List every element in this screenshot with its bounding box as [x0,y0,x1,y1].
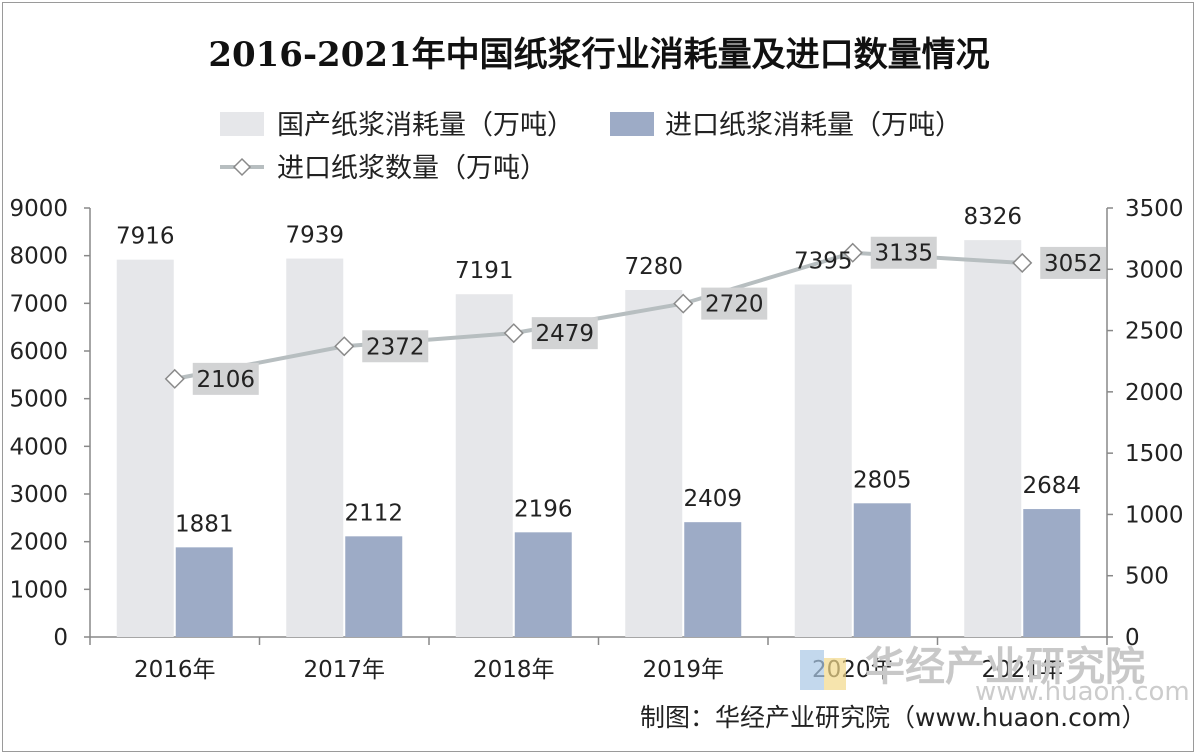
bar-import-consumption [175,547,233,637]
bar-import-consumption [853,503,911,637]
watermark: 华经产业研究院 www.huaon.com [800,644,1190,707]
y-right-tick-label: 3500 [1125,196,1184,222]
x-tick-label: 2021年 [981,657,1063,683]
y-right-tick-label: 3000 [1125,257,1184,283]
legend-label-import-quantity: 进口纸浆数量（万吨） [277,153,547,184]
y-left-tick-label: 9000 [9,196,68,222]
y-right-tick-label: 2000 [1125,380,1184,406]
data-label-domestic: 7191 [455,258,514,284]
legend-label-import-consumption: 进口纸浆消耗量（万吨） [665,110,962,141]
y-right-tick-label: 500 [1125,564,1169,590]
line-point-marker [842,242,863,263]
line-label-box [701,287,768,320]
line-point-marker [673,293,694,314]
data-label-import-consumption: 2409 [683,486,742,512]
data-labels: 7916 1881 7939 2112 7191 2196 7280 2409 7395 2805… [116,204,1081,537]
data-label-import-consumption: 2684 [1022,473,1081,499]
y-left-tick-label: 1000 [9,577,68,603]
y-right-tick-label: 1500 [1125,441,1184,467]
data-label-import-quantity: 2720 [705,292,764,318]
y-left-tick-label: 0 [53,625,68,651]
y-left-tick-label: 6000 [9,339,68,365]
x-tick-label: 2019年 [642,657,724,683]
data-label-import-consumption: 2805 [853,467,912,493]
watermark-text: 华经产业研究院 [865,644,1145,690]
watermark-url: www.huaon.com [975,677,1190,707]
data-label-domestic: 7280 [624,254,683,280]
bars [116,240,1081,638]
line-label-box [531,317,598,350]
bar-domestic-consumption [455,294,513,637]
y-right-tick-label: 0 [1125,625,1140,651]
data-label-import-quantity: 2372 [366,334,425,360]
y-left-tick-label: 8000 [9,244,68,270]
line-point-marker [334,336,355,357]
y-right-tick-label: 2500 [1125,319,1184,345]
data-label-import-quantity: 2479 [535,321,594,347]
y-axis-left: 0 1000 2000 3000 4000 5000 6000 7000 8000 9000 [9,196,90,651]
legend-marker-diamond [232,157,252,177]
bar-domestic-consumption [625,289,683,637]
y-right-tick-label: 1000 [1125,502,1184,528]
y-left-tick-label: 4000 [9,434,68,460]
bar-import-consumption [1023,509,1081,637]
line-label-box [1040,246,1107,279]
bar-import-consumption [345,536,403,637]
y-axis-right: 0 500 1000 1500 2000 2500 3000 3500 [1107,196,1184,651]
bar-domestic-consumption [964,240,1022,638]
x-tick-label: 2017年 [303,657,385,683]
data-label-import-quantity: 3135 [874,241,933,267]
bar-domestic-consumption [116,259,174,637]
data-label-domestic: 7939 [285,223,344,249]
line-label-box [192,362,259,395]
y-left-tick-label: 7000 [9,291,68,317]
legend-label-domestic: 国产纸浆消耗量（万吨） [277,110,574,141]
y-left-tick-label: 3000 [9,482,68,508]
chart-title: 2016-2021年中国纸浆行业消耗量及进口数量情况 [208,35,989,75]
data-label-import-quantity: 3052 [1044,251,1103,277]
y-left-tick-label: 5000 [9,387,68,413]
line-point-marker [164,368,185,389]
data-label-domestic: 7395 [794,249,853,275]
bar-import-consumption [514,532,572,637]
line-series: 2106 2372 2479 2720 3135 3052 [164,236,1107,395]
data-label-import-consumption: 2196 [514,496,573,522]
credit-text: 制图：华经产业研究院（www.huaon.com） [640,703,1146,732]
watermark-logo-blue [800,650,824,690]
data-label-import-consumption: 2112 [344,500,403,526]
bar-import-consumption [684,522,742,637]
line-point-marker [503,323,524,344]
x-tick-label: 2018年 [473,657,555,683]
data-label-domestic: 8326 [963,204,1022,230]
data-label-import-consumption: 1881 [175,511,234,537]
legend-swatch-import-consumption [610,112,654,136]
line-point-marker [1012,252,1033,273]
watermark-logo-yellow [824,658,846,690]
x-tick-label: 2016年 [134,657,216,683]
y-left-tick-label: 2000 [9,530,68,556]
bar-domestic-consumption [286,258,344,637]
data-label-import-quantity: 2106 [196,367,255,393]
legend: 国产纸浆消耗量（万吨） 进口纸浆消耗量（万吨） 进口纸浆数量（万吨） [220,110,962,184]
legend-swatch-domestic [220,112,264,136]
line-label-box [870,236,937,269]
bar-domestic-consumption [794,284,852,637]
data-label-domestic: 7916 [116,224,175,250]
line-label-box [362,330,429,363]
